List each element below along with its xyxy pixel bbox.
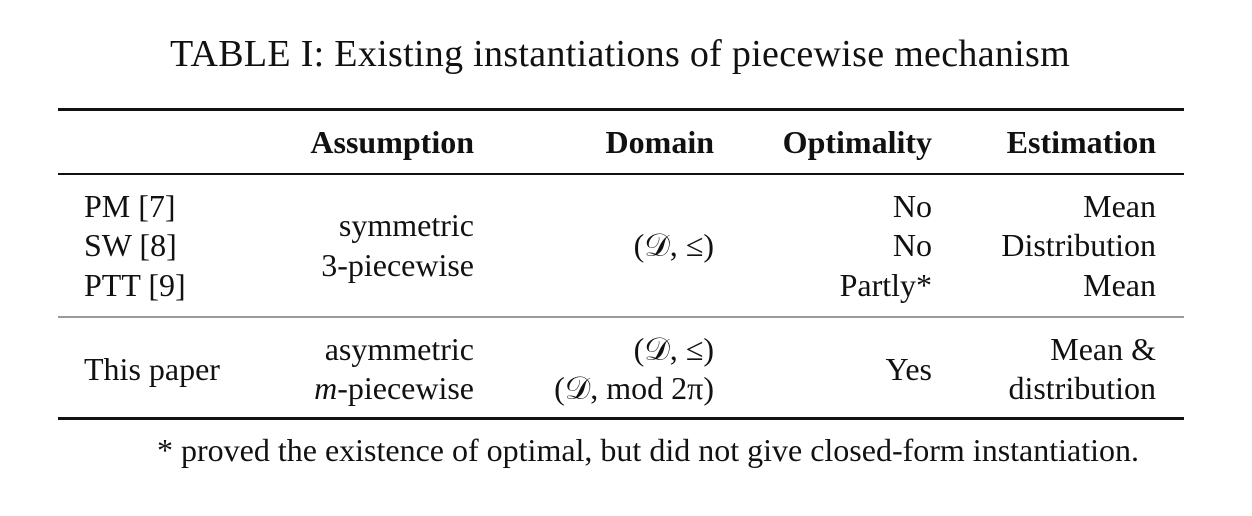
estimation-mean-and: Mean & (1050, 331, 1156, 367)
estimation-distribution: distribution (1008, 370, 1156, 406)
domain-ordered: (𝒟, ≤) (633, 227, 714, 263)
header-optimality: Optimality (782, 124, 932, 160)
assumption-3-piecewise: 3-piecewise (321, 247, 474, 283)
estimation-sw: Distribution (1001, 227, 1156, 263)
method-ptt: PTT [9] (84, 267, 186, 303)
assumption-m-variable: m (314, 370, 338, 406)
table-caption: TABLE I: Existing instantiations of piec… (170, 33, 1070, 75)
assumption-symmetric: symmetric (338, 207, 474, 243)
optimality-sw: No (892, 227, 932, 263)
header-rule (58, 173, 1184, 175)
optimality-ptt: Partly* (839, 267, 932, 303)
method-this-paper: This paper (84, 351, 220, 387)
optimality-pm: No (892, 188, 932, 224)
assumption-m-piecewise: m-piecewise (260, 368, 474, 408)
estimation-ptt: Mean (1083, 267, 1156, 303)
header-estimation: Estimation (1006, 124, 1156, 160)
header-assumption: Assumption (310, 124, 474, 160)
assumption-asymmetric: asymmetric (324, 331, 474, 367)
estimation-pm: Mean (1083, 188, 1156, 224)
domain-circular: (𝒟, mod 2π) (554, 370, 714, 406)
group-separator-rule (58, 316, 1184, 318)
domain-ordered-2: (𝒟, ≤) (633, 331, 714, 367)
table-footnote: * proved the existence of optimal, but d… (157, 432, 1139, 468)
header-domain: Domain (605, 124, 714, 160)
optimality-this-paper: Yes (885, 351, 932, 387)
method-pm: PM [7] (84, 188, 176, 224)
method-sw: SW [8] (84, 227, 177, 263)
assumption-piecewise-suffix: -piecewise (337, 370, 474, 406)
top-rule (58, 108, 1184, 111)
bottom-rule (58, 417, 1184, 420)
